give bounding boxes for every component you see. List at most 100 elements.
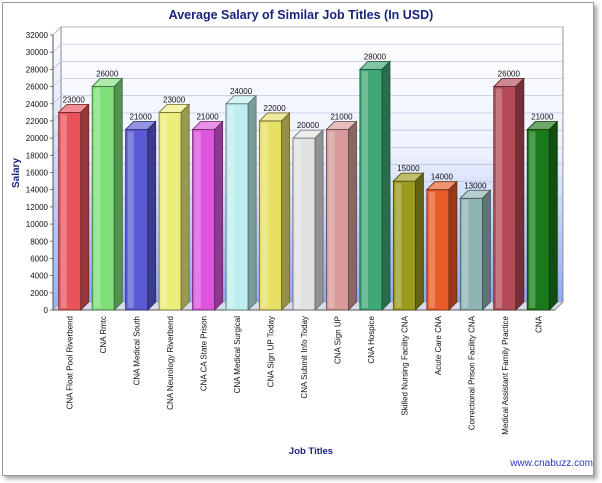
x-tick-label: Medical Assistant Family Practice (501, 315, 510, 434)
x-tick-label: CNA CA State Prison (200, 316, 209, 391)
bar-side (113, 77, 123, 311)
bar: 26000 (492, 70, 525, 311)
data-label: 21000 (330, 113, 353, 122)
x-tick-label: CNA Hospice (367, 315, 376, 363)
y-tick-label: 2000 (30, 289, 48, 298)
data-label: 26000 (498, 70, 521, 79)
y-tick-label: 28000 (26, 65, 49, 74)
bar: 22000 (258, 104, 291, 311)
gridline (52, 78, 563, 87)
data-label: 24000 (230, 87, 253, 96)
bar-highlight (395, 183, 402, 308)
site-credit[interactable]: www.cnabuzz.com (510, 458, 593, 469)
x-tick-label: CNA Float Pool Riverbend (66, 316, 75, 409)
bar-highlight (495, 88, 502, 308)
bar-highlight (328, 131, 335, 308)
x-axis-ticks: CNA Float Pool Riverbend CNA Rmtc CNA Medi… (66, 315, 544, 434)
y-tick-label: 18000 (26, 151, 49, 160)
x-tick-label: CNA Sign UP Today (267, 316, 276, 387)
bar: 20000 (291, 121, 325, 311)
y-tick-label: 6000 (30, 254, 48, 263)
bar-side (314, 129, 324, 311)
x-tick-label: CNA Neurology Riverbend (166, 316, 175, 410)
bar-side (180, 103, 190, 311)
x-axis-label: Job Titles (288, 446, 334, 457)
bar-highlight (361, 71, 369, 308)
y-axis-label: Salary (11, 157, 22, 189)
chart-canvas: 0 2000 4000 6000 8000 10000 12000 14000 16000 180… (26, 26, 564, 435)
bar: 21000 (124, 113, 157, 311)
x-tick-label: CNA Medical Surgical (233, 316, 242, 394)
bar-highlight (529, 131, 536, 308)
data-label: 15000 (397, 164, 420, 173)
bar: 21000 (191, 113, 224, 311)
bar-highlight (428, 191, 436, 308)
bar-side (281, 111, 290, 311)
bar-highlight (60, 114, 67, 308)
bar: 28000 (358, 52, 391, 311)
bar-highlight (261, 122, 268, 308)
bar: 26000 (91, 70, 124, 311)
x-tick-label: CNA Submit Info Today (300, 316, 309, 399)
y-tick-label: 12000 (26, 203, 49, 212)
data-label: 26000 (96, 70, 119, 79)
gridline (52, 95, 563, 104)
y-tick-label: 0 (44, 306, 49, 315)
bar-side (415, 172, 424, 311)
bar: 23000 (57, 95, 90, 311)
data-label: 13000 (464, 181, 487, 190)
x-tick-label: CNA (534, 315, 543, 333)
bar-side (381, 60, 391, 311)
chart-title: Average Salary of Similar Job Titles (In… (168, 8, 434, 22)
bar-side (481, 189, 491, 311)
bar-side (147, 120, 157, 311)
x-tick-label: Skilled Nursing Facility CNA (400, 315, 409, 415)
bar-side (247, 94, 257, 311)
bars: 23000 26000 21000 23000 21000 24000 22000 20000… (57, 52, 559, 311)
y-tick-label: 22000 (26, 117, 49, 126)
y-tick-label: 24000 (26, 100, 49, 109)
chart-frame: 0 2000 4000 6000 8000 10000 12000 14000 16000 180… (2, 2, 594, 476)
x-tick-label: CNA Rmtc (99, 316, 108, 353)
bar-highlight (127, 131, 134, 308)
x-tick-label: CNA Medical South (133, 316, 142, 385)
bar-highlight (194, 131, 201, 308)
bar: 23000 (158, 95, 191, 311)
bar-side (214, 120, 224, 311)
y-tick-label: 14000 (26, 186, 49, 195)
x-tick-label: Acute Care CNA (434, 315, 443, 375)
bar: 24000 (225, 87, 258, 311)
data-label: 21000 (531, 113, 554, 122)
y-tick-label: 8000 (30, 237, 48, 246)
data-label: 21000 (196, 113, 219, 122)
bar: 21000 (325, 113, 358, 311)
bar: 14000 (425, 173, 458, 311)
bar-highlight (161, 114, 168, 308)
y-tick-label: 30000 (26, 48, 49, 57)
data-label: 14000 (431, 173, 454, 182)
data-label: 23000 (63, 95, 86, 104)
bar-side (80, 103, 90, 311)
data-label: 22000 (263, 104, 286, 113)
bar-highlight (228, 105, 235, 308)
x-tick-label: CNA Sign UP (333, 316, 342, 364)
data-label: 21000 (130, 113, 153, 122)
bar: 21000 (526, 113, 559, 311)
bar: 13000 (459, 181, 492, 311)
y-tick-label: 4000 (30, 272, 48, 281)
gridline (52, 43, 563, 53)
y-tick-label: 20000 (26, 134, 49, 143)
data-label: 20000 (297, 121, 320, 130)
bar-highlight (462, 200, 469, 308)
gridline (52, 61, 563, 70)
bar: 15000 (392, 164, 425, 311)
bar-side (515, 77, 525, 311)
y-tick-label: 32000 (26, 31, 49, 40)
data-label: 28000 (364, 52, 387, 61)
data-label: 23000 (163, 95, 186, 104)
y-tick-label: 16000 (26, 169, 49, 178)
bar-highlight (294, 140, 302, 308)
bar-highlight (94, 88, 101, 308)
gridline (52, 26, 563, 36)
y-tick-label: 10000 (26, 220, 49, 229)
